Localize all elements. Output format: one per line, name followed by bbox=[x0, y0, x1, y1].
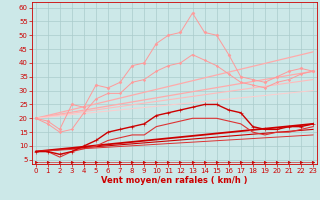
X-axis label: Vent moyen/en rafales ( km/h ): Vent moyen/en rafales ( km/h ) bbox=[101, 176, 248, 185]
